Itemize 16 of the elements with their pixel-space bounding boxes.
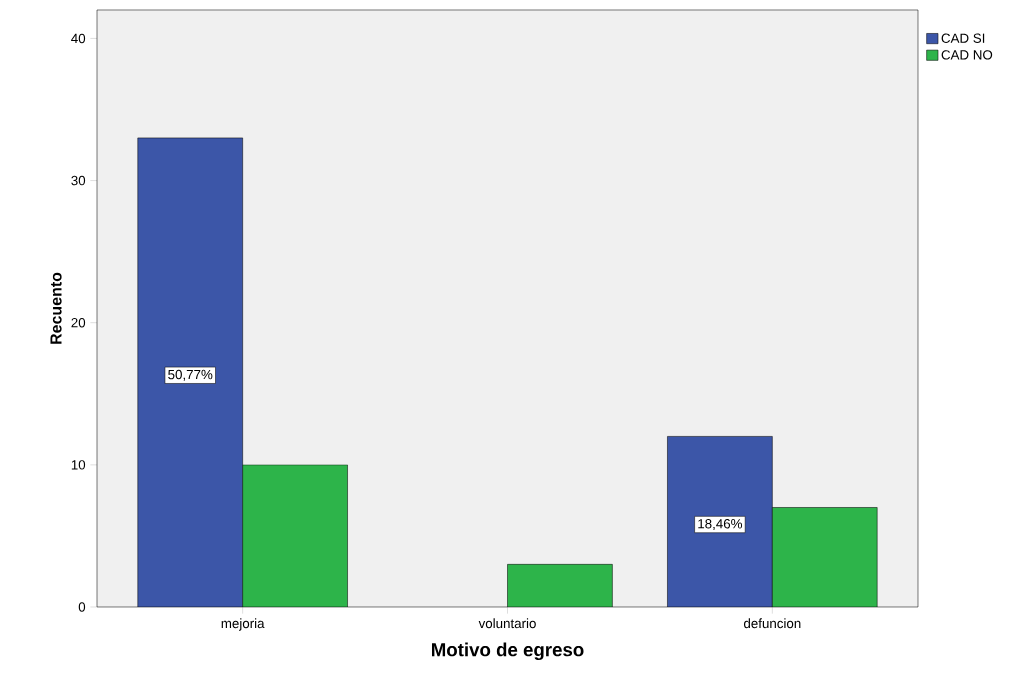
x-axis-title: Motivo de egreso xyxy=(432,642,584,661)
y-tick-label: 40 xyxy=(71,33,86,44)
x-tick-label: defuncion xyxy=(743,618,801,629)
legend-label: CAD NO xyxy=(941,50,993,60)
legend-label: CAD SI xyxy=(941,33,985,43)
y-tick-label: 20 xyxy=(71,317,86,328)
y-axis-title: Recuento xyxy=(50,272,62,344)
x-tick-label: voluntario xyxy=(478,618,536,629)
y-tick-label: 10 xyxy=(71,460,86,470)
bar xyxy=(667,436,773,607)
annotation: 18,46% xyxy=(698,519,743,531)
y-tick-label: 30 xyxy=(71,175,86,186)
annotation: 50,77% xyxy=(168,369,213,381)
x-tick-label: mejoria xyxy=(221,618,265,631)
y-tick-label: 0 xyxy=(78,602,86,612)
bar xyxy=(137,137,243,607)
